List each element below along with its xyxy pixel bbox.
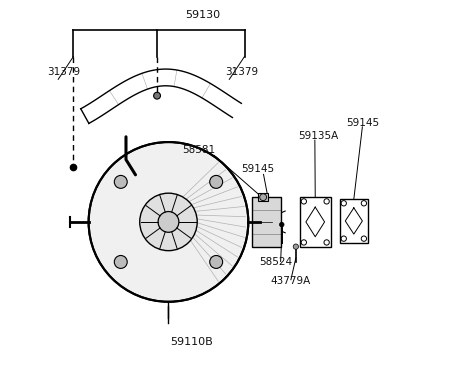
Text: 31379: 31379: [226, 67, 258, 77]
Text: 58581: 58581: [182, 145, 216, 155]
Circle shape: [210, 175, 223, 188]
Circle shape: [154, 92, 161, 99]
Circle shape: [293, 244, 299, 249]
Text: 58524: 58524: [259, 257, 292, 267]
Circle shape: [88, 142, 249, 302]
Bar: [340, 199, 368, 243]
Bar: [299, 197, 331, 247]
Text: 59110B: 59110B: [170, 337, 213, 347]
Circle shape: [210, 255, 223, 268]
Bar: [252, 197, 281, 247]
Text: 59145: 59145: [241, 164, 274, 174]
Circle shape: [114, 175, 127, 188]
Text: 43779A: 43779A: [271, 276, 311, 286]
Circle shape: [114, 255, 127, 268]
Circle shape: [260, 194, 267, 201]
Circle shape: [280, 222, 284, 227]
Circle shape: [140, 193, 197, 250]
Circle shape: [158, 211, 179, 232]
Text: 59135A: 59135A: [299, 131, 339, 141]
Text: 59130: 59130: [185, 10, 220, 20]
Bar: [258, 193, 268, 201]
Text: 31379: 31379: [47, 67, 80, 77]
Text: 59145: 59145: [346, 118, 380, 128]
